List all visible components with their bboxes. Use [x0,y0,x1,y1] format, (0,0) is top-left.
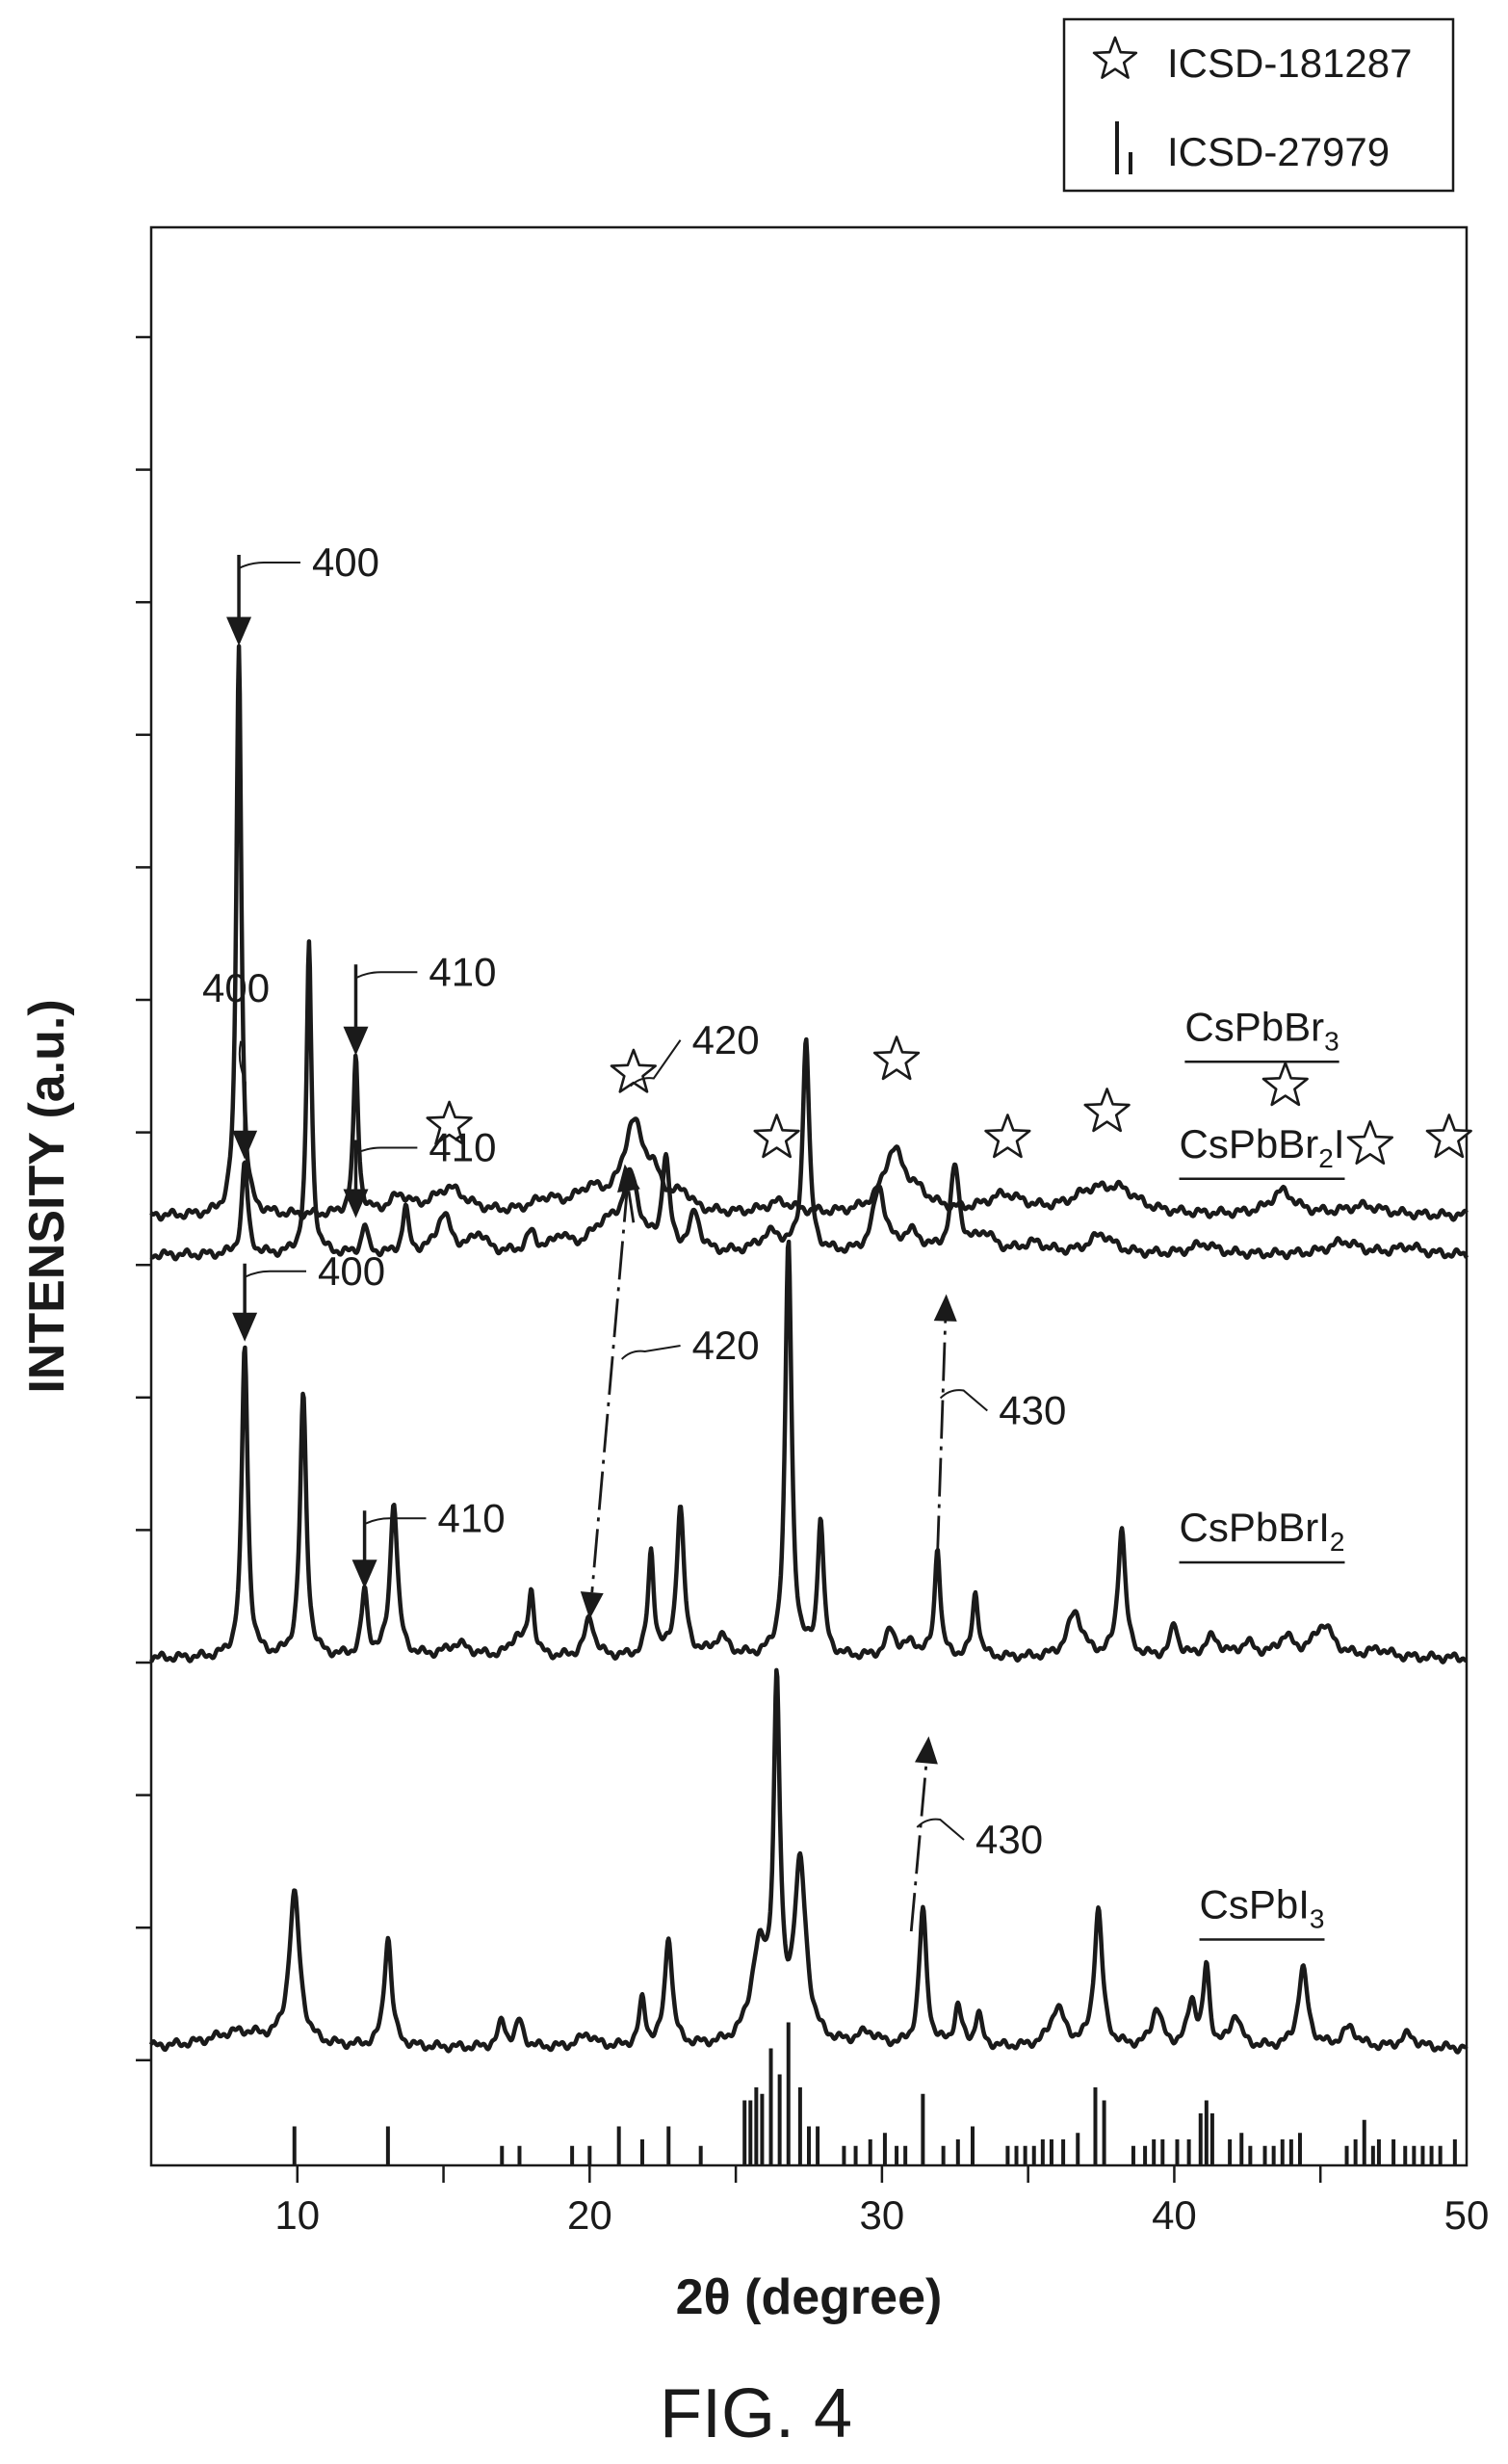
callout-label: 400 [312,539,379,585]
shift-label: 430 [975,1817,1043,1862]
reference-ticks-icsd-27979 [292,2022,1457,2165]
star-marker [1346,1120,1393,1165]
peak-shift-arrows: 420 420 430 430 [580,1017,1066,1932]
shift-arrow-shaft [936,1321,948,1555]
callout-leader [238,562,300,569]
callout-arrowhead [343,1189,369,1219]
shift-arrow-shaft [627,1190,636,1223]
callout-arrowhead [351,1560,377,1589]
shift-arrow-shaft [909,1763,928,1932]
shift-label: 420 [692,1323,760,1368]
callout-arrowhead [232,1130,258,1160]
shift-leader [621,1345,681,1360]
diffraction-patterns [148,643,1469,2055]
callout-label: 410 [429,1125,496,1170]
callout-leader [244,1270,307,1278]
callout-label: 410 [429,949,496,994]
shift-leader [630,1039,682,1088]
x-axis-label: 2θ (degree) [676,2269,943,2325]
star-icon [1092,36,1138,79]
y-axis-label: INTENSITY (a.u.) [19,999,75,1393]
x-tick-label: 50 [1444,2192,1490,2238]
star-marker [426,1100,473,1145]
shift-arrowhead [617,1164,640,1193]
shift-arrowhead [580,1591,604,1619]
series-line-CsPbBrI2 [149,1239,1469,1665]
callout-label: 400 [318,1248,385,1294]
legend: ICSD-181287 ICSD-27979 [1062,17,1455,193]
series-line-CsPbBr2I [149,939,1469,1262]
star-marker [610,1048,658,1093]
series-label-CsPbBr3: CsPbBr3 [1184,1004,1339,1056]
reference-sticks-icon [1115,121,1132,174]
callout-leader [364,1517,427,1526]
series-label-CsPbBrI2: CsPbBrI2 [1180,1505,1345,1557]
callout-leader [238,1040,247,1081]
shift-arrow-shaft [590,1183,630,1593]
peak-callouts: 400 410 400 410 400 410 [202,539,506,1589]
series-labels: CsPbBr3 CsPbBr2I CsPbBrI2 CsPbI3 [1179,1004,1345,1941]
star-marker [1083,1088,1131,1133]
y-axis-ticks [136,335,151,2062]
callout-label: 400 [202,965,270,1010]
callout-leader [355,1146,418,1155]
x-tick-label: 10 [274,2192,320,2238]
figure-caption: FIG. 4 [660,2375,852,2452]
shift-label: 420 [692,1017,760,1062]
legend-label-icsd-181287: ICSD-181287 [1167,40,1412,86]
callout-label: 410 [437,1495,505,1540]
legend-star-glyph [1092,36,1138,79]
callout-arrowhead [343,1026,369,1056]
x-axis-ticks: 10 20 30 40 50 [274,2165,1489,2238]
x-tick-label: 20 [567,2192,612,2238]
callout-leader [355,971,418,980]
series-label-CsPbBr2I: CsPbBr2I [1180,1121,1345,1173]
callout-arrowhead [226,616,252,646]
star-marker [984,1114,1031,1159]
star-marker [1425,1114,1472,1159]
callout-arrowhead [232,1312,258,1342]
shift-leader [939,1389,988,1412]
star-marker [872,1035,921,1081]
x-tick-label: 30 [860,2192,905,2238]
series-line-CsPbBr3 [149,643,1469,1222]
star-marker [1261,1062,1309,1107]
series-label-CsPbI3: CsPbI3 [1200,1882,1325,1934]
shift-arrowhead [933,1294,957,1322]
series-line-CsPbI3 [148,1667,1469,2055]
legend-label-icsd-27979: ICSD-27979 [1167,129,1390,174]
star-marker [753,1114,800,1159]
shift-arrowhead [914,1736,938,1765]
x-tick-label: 40 [1152,2192,1197,2238]
shift-leader [916,1818,965,1841]
shift-label: 430 [999,1388,1066,1433]
